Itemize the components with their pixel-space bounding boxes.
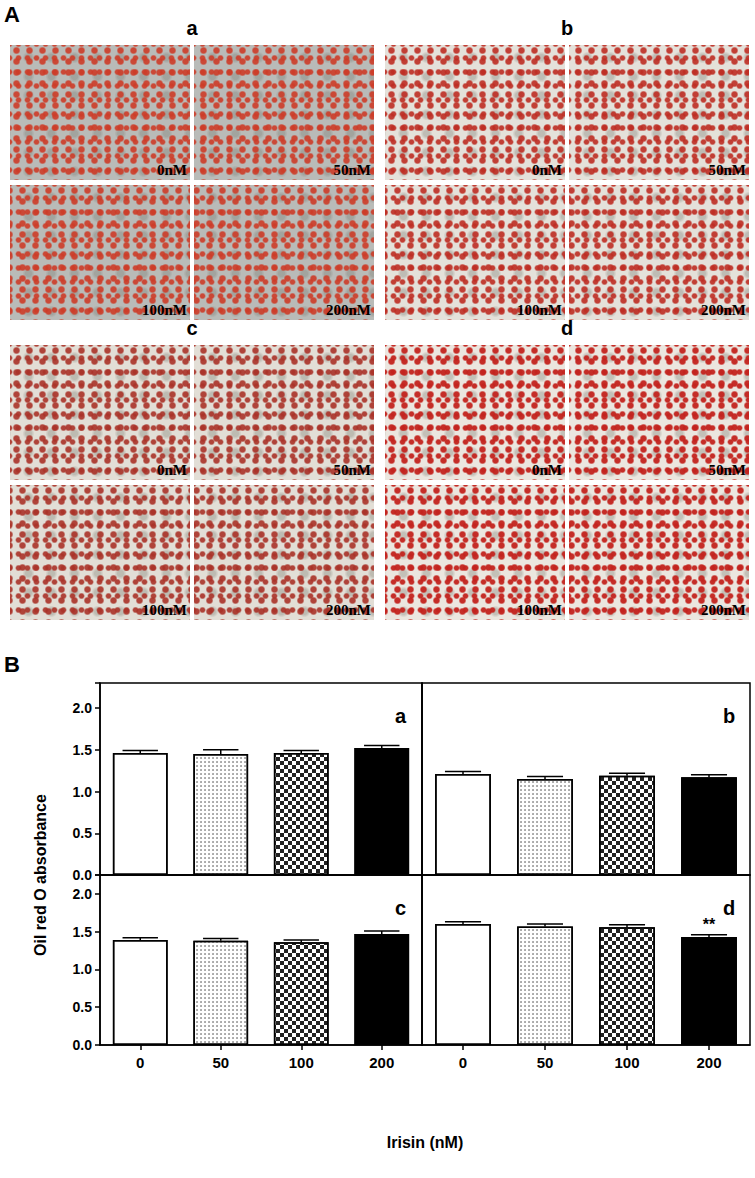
html-text:200nM: 200nM: [701, 302, 746, 318]
svg-text:0.5: 0.5: [73, 825, 93, 841]
html-text:0nM: 0nM: [157, 462, 187, 478]
html-text:A: A: [4, 2, 20, 27]
svg-text:200: 200: [696, 1054, 721, 1071]
html-text:100nM: 100nM: [517, 602, 562, 618]
html-text:b: b: [560, 17, 574, 39]
svg-text:0: 0: [459, 1054, 467, 1071]
svg-text:2.0: 2.0: [73, 700, 93, 716]
svg-text:0: 0: [136, 1054, 144, 1071]
svg-text:**: **: [703, 916, 716, 933]
svg-text:b: b: [723, 705, 735, 727]
html-text:200nM: 200nM: [326, 602, 371, 618]
svg-text:2.0: 2.0: [73, 886, 93, 902]
svg-text:1.0: 1.0: [73, 961, 93, 977]
html-text:100nM: 100nM: [517, 302, 562, 318]
svg-text:200: 200: [369, 1054, 394, 1071]
svg-text:100: 100: [289, 1054, 314, 1071]
svg-text:a: a: [395, 705, 407, 727]
svg-text:1.5: 1.5: [73, 742, 93, 758]
html-text:d: d: [560, 317, 574, 339]
html-text:50nM: 50nM: [333, 162, 371, 178]
html-text:100nM: 100nM: [142, 302, 187, 318]
html-text:50nM: 50nM: [708, 162, 746, 178]
svg-text:0.0: 0.0: [73, 867, 93, 883]
svg-text:0.5: 0.5: [73, 999, 93, 1015]
svg-text:1.0: 1.0: [73, 784, 93, 800]
html-text:0nM: 0nM: [532, 162, 562, 178]
html-text:50nM: 50nM: [333, 462, 371, 478]
svg-text:Oil red O absorbance: Oil red O absorbance: [32, 794, 49, 956]
svg-text:50: 50: [212, 1054, 229, 1071]
svg-text:c: c: [395, 897, 406, 919]
svg-text:0.0: 0.0: [73, 1037, 93, 1053]
svg-text:50: 50: [537, 1054, 554, 1071]
html-text:c: c: [186, 317, 198, 339]
html-text:50nM: 50nM: [708, 462, 746, 478]
svg-text:100: 100: [614, 1054, 639, 1071]
svg-text:Irisin (nM): Irisin (nM): [387, 1134, 463, 1151]
html-text:100nM: 100nM: [142, 602, 187, 618]
html-text:0nM: 0nM: [532, 462, 562, 478]
svg-text:1.5: 1.5: [73, 924, 93, 940]
svg-text:B: B: [4, 652, 20, 677]
html-text:0nM: 0nM: [157, 162, 187, 178]
html-text:200nM: 200nM: [701, 602, 746, 618]
svg-text:d: d: [723, 897, 735, 919]
html-text:200nM: 200nM: [326, 302, 371, 318]
html-text:a: a: [186, 17, 198, 39]
